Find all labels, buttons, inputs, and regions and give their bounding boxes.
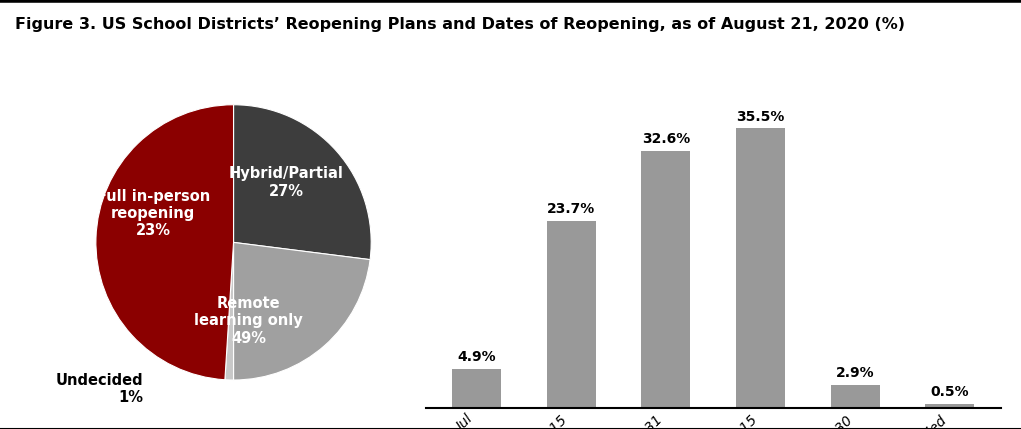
Text: Figure 3. US School Districts’ Reopening Plans and Dates of Reopening, as of Aug: Figure 3. US School Districts’ Reopening…	[15, 17, 906, 32]
Wedge shape	[225, 242, 234, 380]
Wedge shape	[234, 105, 372, 260]
Text: 4.9%: 4.9%	[457, 350, 496, 364]
Text: Hybrid/Partial
27%: Hybrid/Partial 27%	[229, 166, 344, 199]
Bar	[830, 385, 880, 408]
Bar	[546, 221, 596, 408]
Text: 0.5%: 0.5%	[930, 385, 969, 399]
Bar	[736, 128, 785, 408]
Wedge shape	[234, 242, 370, 380]
Wedge shape	[96, 105, 234, 380]
Bar	[452, 369, 501, 408]
Text: Undecided
1%: Undecided 1%	[56, 373, 144, 405]
Text: 2.9%: 2.9%	[836, 366, 875, 380]
Bar	[641, 151, 690, 408]
Text: Full in-person
reopening
23%: Full in-person reopening 23%	[97, 189, 210, 239]
Text: 35.5%: 35.5%	[736, 110, 785, 124]
Text: Remote
learning only
49%: Remote learning only 49%	[194, 296, 303, 346]
Text: 32.6%: 32.6%	[642, 133, 690, 146]
Bar	[925, 404, 974, 408]
Text: 23.7%: 23.7%	[547, 202, 595, 217]
